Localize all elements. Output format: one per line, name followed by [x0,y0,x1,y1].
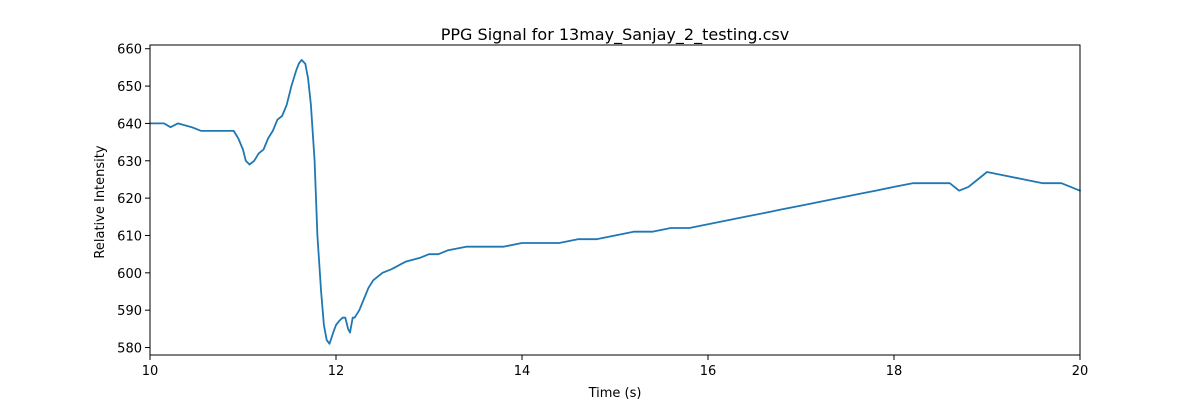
plot-area: 10 12 14 16 18 20 580 590 600 610 620 630 640 650 660 [117,43,1088,379]
series-line-0 [149,59,1081,345]
y-tick-label-590: 590 [117,304,142,319]
x-tick-label-18: 18 [886,364,903,379]
y-tick-label-610: 610 [117,229,142,244]
x-tick-label-10: 10 [142,364,159,379]
plot-frame [149,44,1081,356]
y-tick-label-640: 640 [117,117,142,132]
x-tick-label-14: 14 [514,364,531,379]
x-tick-label-20: 20 [1072,364,1089,379]
x-tick-label-16: 16 [700,364,717,379]
y-tick-label-620: 620 [117,192,142,207]
y-tick-label-630: 630 [117,155,142,170]
x-axis-label: Time (s) [588,386,642,400]
y-tick-label-650: 650 [117,80,142,95]
x-tick-label-12: 12 [328,364,345,379]
y-tick-label-600: 600 [117,267,142,282]
chart-title: PPG Signal for 13may_Sanjay_2_testing.cs… [441,25,789,45]
y-axis-label: Relative Intensity [93,145,108,258]
y-tick-label-580: 580 [117,342,142,357]
y-tick-label-660: 660 [117,43,142,58]
